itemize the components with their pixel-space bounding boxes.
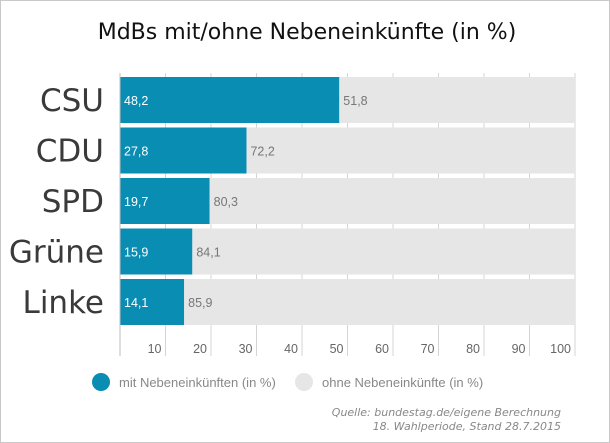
legend: mit Nebeneinkünften (in %) ohne Nebeneink… — [92, 373, 483, 391]
bar-cdu-mit — [120, 127, 247, 174]
x-tick-label-10: 10 — [148, 342, 162, 356]
category-label-csu: CSU — [40, 83, 104, 119]
x-tick-label-50: 50 — [330, 342, 344, 356]
bar-grüne-mit — [120, 228, 193, 275]
x-tick-label-100: 100 — [550, 342, 571, 356]
data-label-grüne-mit: 15,9 — [124, 246, 148, 260]
bar-csu-mit — [120, 77, 340, 123]
bars: 48,2 51,8 27,8 72,2 19,7 80,3 15,9 84,1 14,1 85,9 — [120, 77, 576, 325]
x-tick-label-30: 30 — [239, 342, 253, 356]
category-label-spd: SPD — [42, 184, 104, 220]
bar-grüne-ohne — [192, 228, 575, 275]
bar-cdu-ohne — [246, 127, 576, 174]
x-tick-label-70: 70 — [421, 342, 435, 356]
category-label-linke: Linke — [23, 285, 104, 321]
source-line-1: Quelle: bundestag.de/eigene Berechnung — [332, 406, 561, 419]
data-label-spd-mit: 19,7 — [124, 195, 148, 209]
data-label-grüne-ohne: 84,1 — [196, 246, 220, 260]
bar-csu-ohne — [339, 77, 575, 123]
data-label-csu-mit: 48,2 — [124, 94, 148, 108]
bar-spd-mit — [120, 178, 210, 224]
data-label-linke-ohne: 85,9 — [188, 296, 212, 310]
data-label-spd-ohne: 80,3 — [214, 195, 238, 209]
x-tick-label-80: 80 — [466, 342, 480, 356]
category-label-grüne: Grüne — [9, 235, 104, 271]
data-label-cdu-ohne: 72,2 — [250, 145, 274, 159]
axes: CSU CDU SPD Grüne Linke 10 20 30 40 50 60 70 80 90 100 — [9, 73, 571, 356]
x-tick-label-90: 90 — [512, 342, 526, 356]
bar-linke-ohne — [184, 279, 575, 325]
chart-title: MdBs mit/ohne Nebeneinkünfte (in %) — [98, 20, 517, 45]
bar-spd-ohne — [209, 178, 575, 224]
data-label-linke-mit: 14,1 — [124, 296, 148, 310]
x-tick-label-20: 20 — [193, 342, 207, 356]
x-tick-label-60: 60 — [375, 342, 389, 356]
source-line-2: 18. Wahlperiode, Stand 28.7.2015 — [373, 420, 561, 433]
legend-label-ohne: ohne Nebeneinkünfte (in %) — [322, 375, 483, 390]
x-tick-label-40: 40 — [284, 342, 298, 356]
legend-swatch-mit — [92, 373, 110, 391]
bar-linke-mit — [120, 279, 185, 325]
category-label-cdu: CDU — [36, 134, 104, 170]
data-label-cdu-mit: 27,8 — [124, 145, 148, 159]
legend-label-mit: mit Nebeneinkünften (in %) — [119, 375, 276, 390]
data-label-csu-ohne: 51,8 — [343, 94, 367, 108]
legend-swatch-ohne — [295, 373, 313, 391]
